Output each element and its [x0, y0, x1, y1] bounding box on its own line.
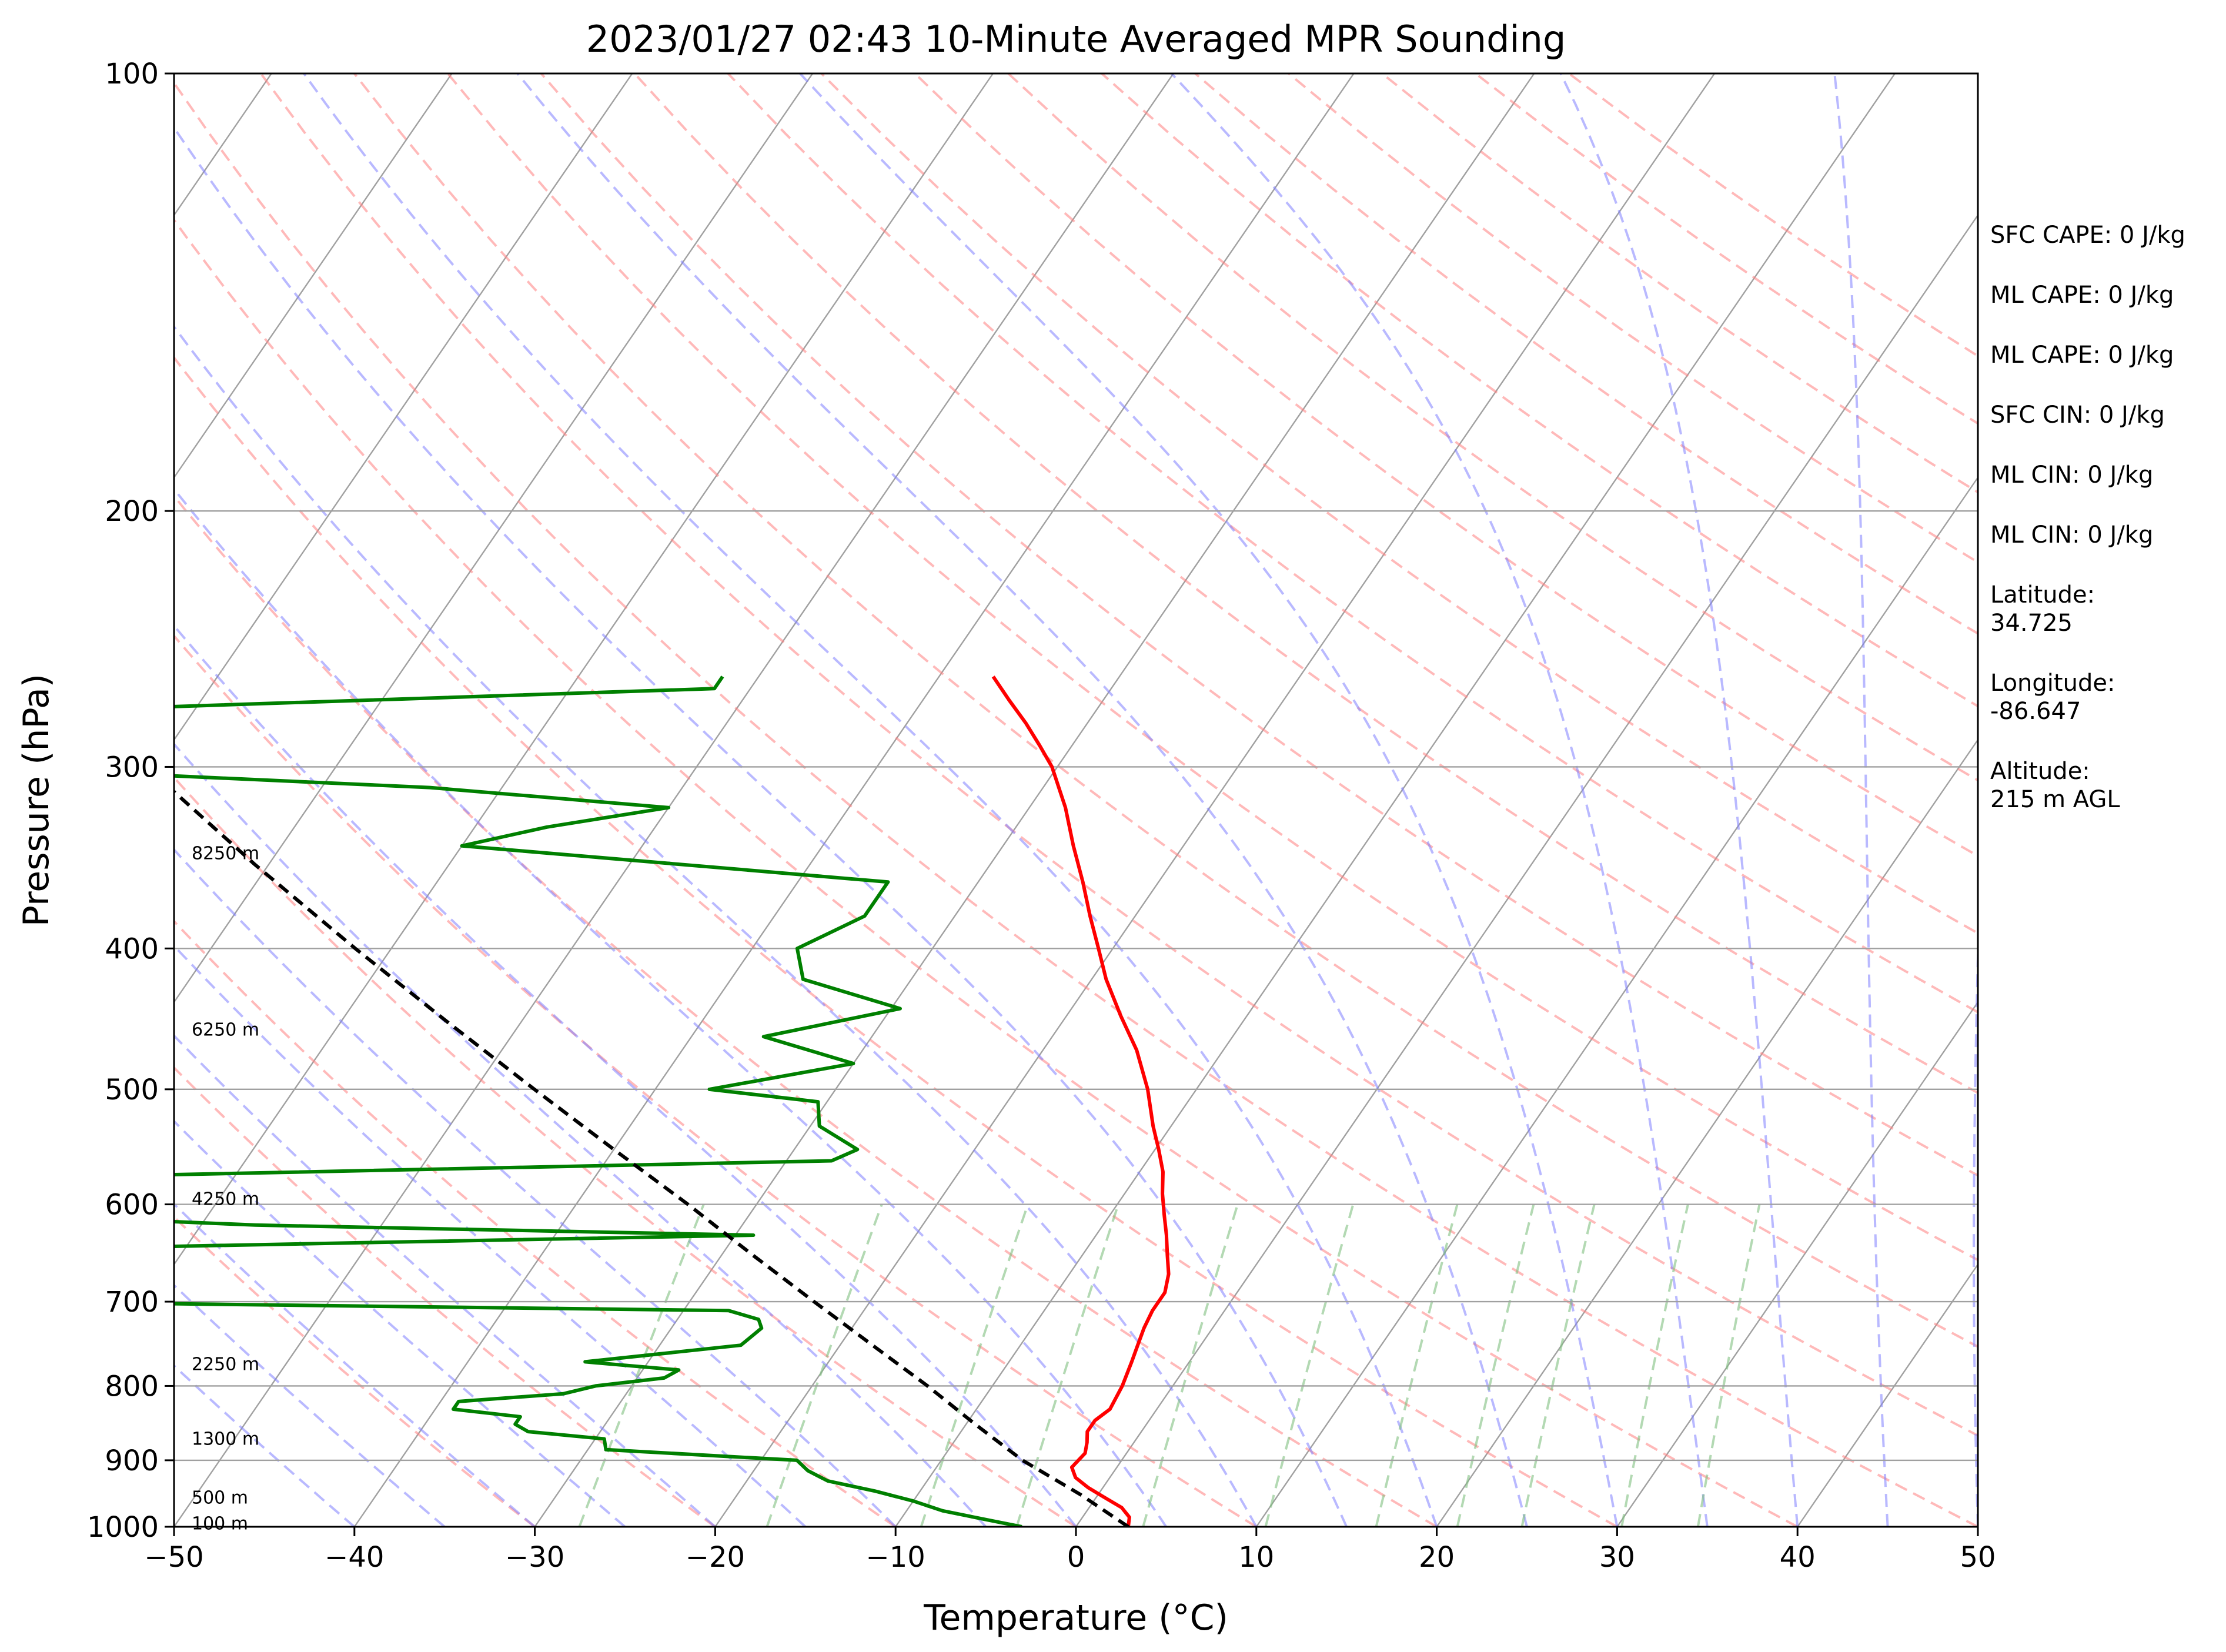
moist-adiabat-line	[174, 944, 807, 1527]
y-tick-label: 400	[105, 932, 159, 965]
y-tick-label: 200	[105, 495, 159, 528]
parameter-label: ML CIN: 0 J/kg	[1990, 462, 2153, 489]
parameter-value: 215 m AGL	[1990, 786, 2120, 813]
y-tick-label: 800	[105, 1370, 159, 1403]
isotherm-line	[1075, 213, 1978, 1527]
dry-adiabat-line	[174, 775, 1077, 1527]
moist-adiabat-line	[174, 624, 1077, 1527]
parameter-label: Longitude:	[1990, 670, 2115, 697]
dry-adiabat-line	[914, 73, 1978, 858]
profile-series	[174, 675, 1171, 1527]
x-tick-label: −10	[866, 1541, 925, 1574]
dry-adiabat-line	[174, 1066, 716, 1527]
dry-adiabat-line	[174, 355, 1618, 1527]
dry-adiabat-line	[727, 73, 1978, 1014]
y-tick-label: 700	[105, 1286, 159, 1319]
moist-adiabat-line	[174, 1119, 626, 1527]
moist-adiabat-line	[799, 73, 1619, 1527]
y-tick-label: 1000	[87, 1511, 159, 1544]
moist-adiabat-line	[174, 848, 897, 1527]
isotherm-line	[353, 73, 1355, 1527]
dry-adiabat-line	[820, 73, 1978, 935]
dry-adiabat-line	[174, 634, 1257, 1527]
dry-adiabat-line	[353, 73, 1978, 1348]
isotherm-line	[534, 73, 1535, 1527]
isotherm-line	[174, 73, 1174, 1527]
parameter-label: Altitude:	[1990, 758, 2090, 785]
isotherm-line	[895, 73, 1896, 1527]
dry-adiabat-line	[259, 73, 1978, 1437]
y-axis-title: Pressure (hPa)	[16, 674, 57, 927]
moist-adiabat-line	[174, 125, 1348, 1527]
x-tick-label: −20	[686, 1541, 745, 1574]
x-axis: −50 −40 −30 −20 −10 0 10 20 30 40 50	[144, 1527, 1996, 1574]
y-tick-label: 600	[105, 1189, 159, 1222]
height-label: 500 m	[192, 1488, 248, 1509]
background-reference-lines	[174, 73, 1978, 1527]
parameter-label: SFC CIN: 0 J/kg	[1990, 402, 2165, 429]
chart-title: 2023/01/27 02:43 10-Minute Averaged MPR …	[586, 18, 1566, 61]
isotherm-line	[174, 73, 633, 741]
dry-adiabat-line	[174, 218, 1799, 1527]
height-annotations: 8250 m 6250 m 4250 m 2250 m 1300 m 500 m 100 m	[192, 843, 259, 1534]
y-tick-label: 500	[105, 1074, 159, 1106]
moist-adiabat-line	[174, 1034, 716, 1527]
parameter-label: ML CIN: 0 J/kg	[1990, 521, 2153, 549]
parameter-value: 34.725	[1990, 610, 2073, 637]
isotherm-line	[714, 73, 1716, 1527]
moist-adiabat-line	[516, 73, 1528, 1527]
parameter-label: SFC CAPE: 0 J/kg	[1990, 222, 2185, 249]
isotherm-line	[1436, 738, 1978, 1527]
height-label: 4250 m	[192, 1189, 259, 1210]
parameter-value: -86.647	[1990, 698, 2081, 725]
height-label: 8250 m	[192, 843, 259, 864]
moist-adiabat-line	[1171, 73, 1709, 1527]
x-axis-title: Temperature (°C)	[923, 1597, 1228, 1638]
x-tick-label: 10	[1238, 1541, 1274, 1574]
dry-adiabat-line	[633, 73, 1978, 1095]
x-tick-label: 30	[1599, 1541, 1635, 1574]
height-label: 6250 m	[192, 1020, 259, 1041]
isotherm-line	[1797, 1263, 1978, 1527]
dry-adiabat-line	[1101, 73, 1978, 708]
y-tick-label: 100	[105, 58, 159, 91]
moist-adiabat-line	[1973, 916, 1978, 1527]
dry-adiabat-line	[446, 73, 1978, 1262]
isotherm-line	[174, 73, 994, 1266]
parameter-label: ML CAPE: 0 J/kg	[1990, 282, 2174, 309]
y-tick-label: 300	[105, 751, 159, 784]
x-tick-label: 50	[1960, 1541, 1996, 1574]
x-tick-label: 20	[1419, 1541, 1455, 1574]
parcel-profile-line	[174, 789, 1129, 1527]
isotherm-line	[174, 73, 453, 479]
isotherm-line	[174, 73, 814, 1004]
height-label: 100 m	[192, 1514, 248, 1534]
x-tick-label: −40	[325, 1541, 384, 1574]
height-label: 2250 m	[192, 1355, 259, 1375]
moist-adiabat-line	[174, 742, 987, 1527]
isotherm-line	[1255, 476, 1978, 1527]
moist-adiabat-line	[1559, 73, 1799, 1527]
moist-adiabat-line	[1833, 73, 1889, 1527]
parameter-label: Latitude:	[1990, 581, 2095, 608]
y-tick-label: 900	[105, 1444, 159, 1477]
dewpoint-line	[174, 675, 1022, 1527]
isotherm-line	[1616, 1001, 1978, 1527]
x-tick-label: 0	[1067, 1541, 1085, 1574]
parameter-label: ML CAPE: 0 J/kg	[1990, 342, 2174, 369]
y-axis: 1000 900 800 700 600 500 400 300 200 100	[87, 58, 174, 1544]
dry-adiabat-line	[174, 494, 1438, 1527]
moist-adiabat-line	[303, 73, 1438, 1527]
x-tick-label: −50	[144, 1541, 203, 1574]
height-label: 1300 m	[192, 1429, 259, 1449]
x-tick-label: −30	[505, 1541, 564, 1574]
x-tick-label: 40	[1780, 1541, 1816, 1574]
temperature-line	[991, 675, 1171, 1527]
dry-adiabat-line	[174, 1215, 536, 1527]
sounding-parameters-panel: SFC CAPE: 0 J/kg ML CAPE: 0 J/kg ML CAPE: …	[1990, 222, 2185, 813]
